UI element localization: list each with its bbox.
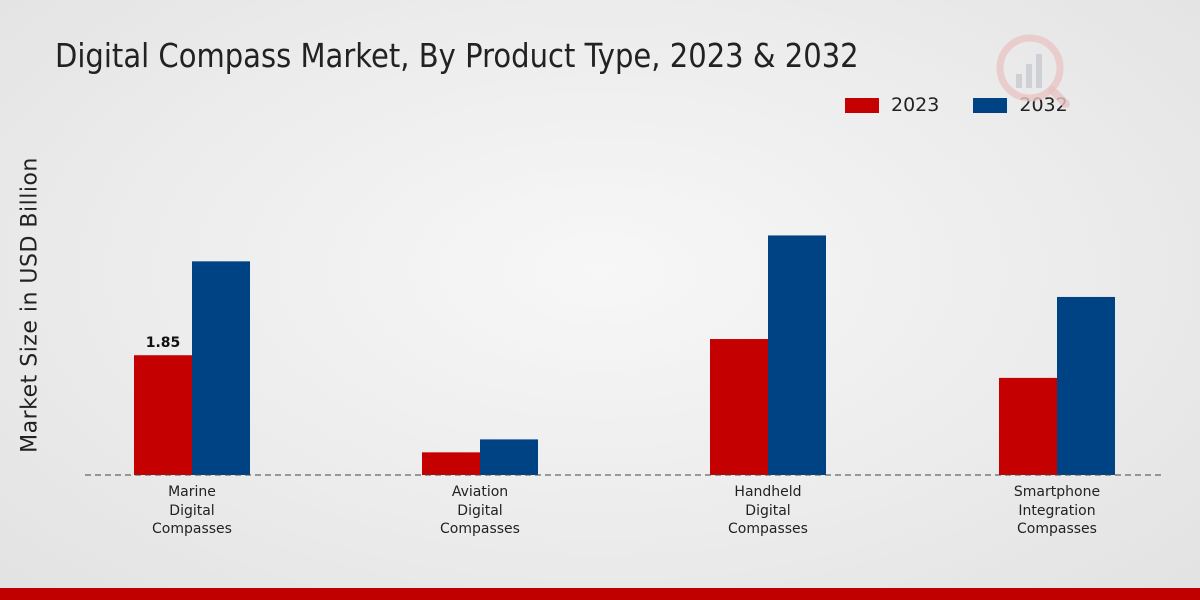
footer-bar [0, 588, 1200, 600]
watermark-logo-icon [996, 34, 1070, 108]
bar-2023-3 [999, 377, 1057, 475]
x-tick-label-line: Compasses [1017, 521, 1097, 537]
bar-2032-2 [768, 235, 826, 475]
x-tick-label-line: Smartphone [1013, 484, 1101, 500]
x-tick-label-line: Digital [745, 502, 791, 519]
x-tick-label: Aviation Digital Compasses [400, 483, 560, 539]
bar-2023-1 [422, 452, 480, 475]
x-tick-label-line: Compasses [728, 521, 808, 537]
x-tick-label-line: Compasses [152, 521, 232, 537]
x-tick-label-line: Digital [457, 502, 503, 519]
x-tick-label-line: Aviation [451, 484, 509, 500]
bar-2032-3 [1057, 296, 1115, 475]
legend-label-2023: 2023 [891, 94, 940, 116]
bar-2032-1 [480, 439, 538, 475]
x-tick-label: Handheld Digital Compasses [688, 483, 848, 539]
legend-swatch-2023 [845, 97, 879, 113]
legend-item-2023: 2023 [845, 94, 939, 116]
bar-2023-0 [134, 355, 192, 475]
x-tick-label-line: Integration [1018, 502, 1096, 519]
chart-title: Digital Compass Market, By Product Type,… [55, 36, 859, 75]
x-tick-label: Smartphone Integration Compasses [977, 483, 1137, 539]
bar-2032-0 [192, 261, 250, 475]
x-tick-label: Marine Digital Compasses [112, 483, 272, 539]
legend-swatch-2032 [973, 97, 1008, 113]
x-tick-label-line: Handheld [734, 484, 802, 500]
x-tick-label-line: Marine [168, 484, 216, 500]
x-tick-label-line: Digital [169, 502, 215, 519]
data-label: 1.85 [146, 335, 181, 351]
bar-2023-2 [710, 339, 768, 475]
x-tick-label-line: Compasses [440, 521, 520, 537]
